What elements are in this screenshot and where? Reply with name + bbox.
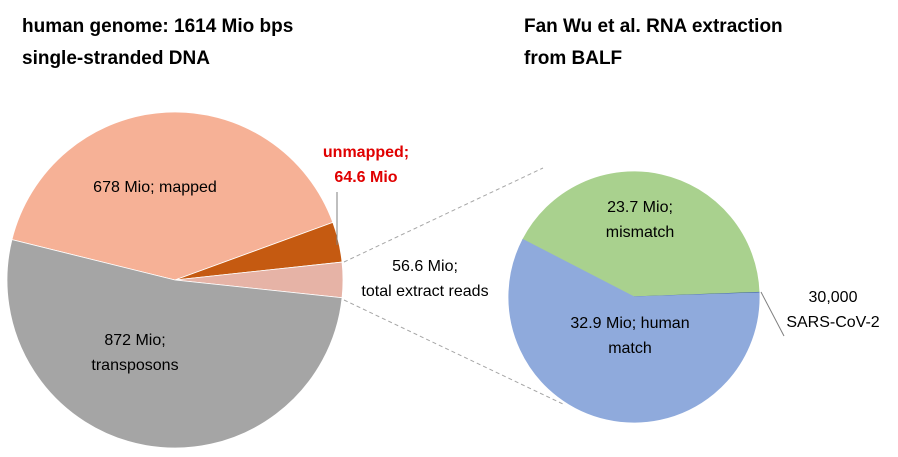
data-label: 30,000 [809,289,858,306]
connector [343,167,544,263]
data-label: unmapped; [323,144,409,161]
data-label: transposons [91,357,178,374]
pie-slice [522,171,760,298]
data-label: 872 Mio; [104,332,165,349]
chart-subtitle: single-stranded DNA [22,48,210,69]
data-label: 678 Mio; mapped [93,179,217,196]
chart-title: human genome: 1614 Mio bps [22,16,293,37]
connector [343,299,566,406]
chart-subtitle: from BALF [524,48,622,69]
data-label: 23.7 Mio; [607,199,673,216]
data-label: 56.6 Mio; [392,258,458,275]
pie-slice [6,239,343,449]
data-label: 64.6 Mio [334,169,397,186]
data-label: total extract reads [361,283,488,300]
data-label: SARS-CoV-2 [786,314,879,331]
pie-slice [508,238,760,423]
chart-title: Fan Wu et al. RNA extraction [524,16,783,37]
data-label: match [608,340,652,357]
data-label: mismatch [606,224,674,241]
leader-line [760,291,785,337]
data-label: 32.9 Mio; human [570,315,689,332]
pie-slice [11,111,334,281]
